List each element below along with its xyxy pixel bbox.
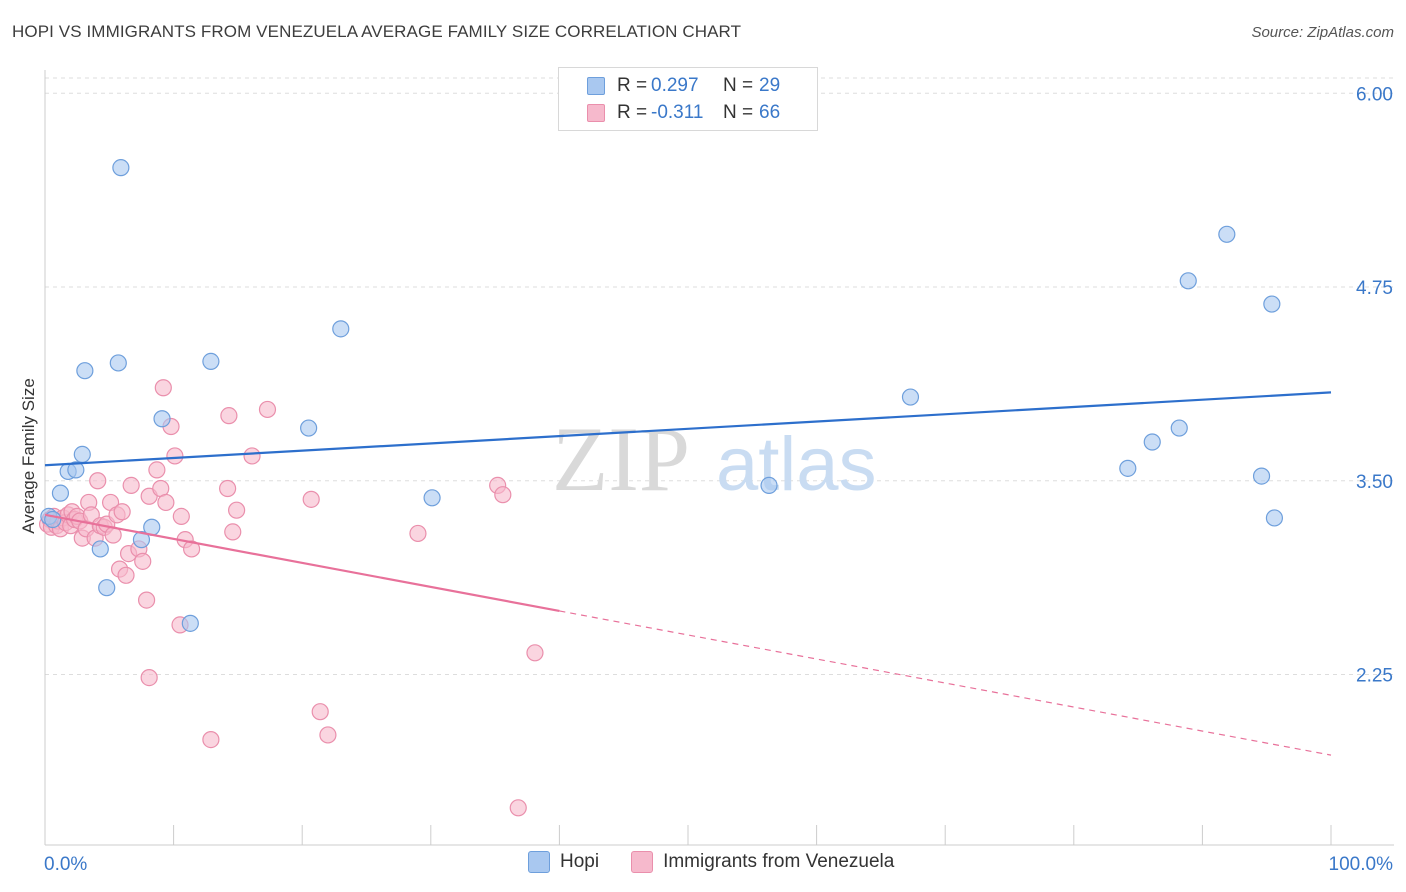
- venezuela-point: [526, 644, 544, 662]
- venezuela-point: [172, 507, 190, 526]
- venezuela-point: [228, 501, 246, 519]
- venezuela-point: [220, 407, 238, 425]
- venezuela-point: [302, 490, 320, 508]
- hopi-point: [112, 159, 130, 177]
- venezuela-point: [154, 379, 172, 397]
- series-legend: Hopi Immigrants from Venezuela: [528, 851, 926, 873]
- hopi-point: [73, 445, 91, 463]
- legend-label-hopi: Hopi: [560, 851, 600, 872]
- hopi-point: [1119, 459, 1137, 477]
- venezuela-point: [148, 461, 166, 479]
- hopi-swatch: [528, 851, 550, 873]
- legend-label-venezuela: Immigrants from Venezuela: [663, 851, 895, 872]
- axes-layer: 2.25 3.50 4.75 6.00 0.0% 100.0%: [44, 70, 1394, 875]
- hopi-point: [1170, 419, 1188, 437]
- venezuela-point: [509, 799, 527, 817]
- y-tick-label: 2.25: [1356, 666, 1393, 687]
- grid-layer: [45, 77, 1394, 675]
- venezuela-point: [219, 479, 237, 498]
- legend-item-hopi[interactable]: Hopi: [528, 851, 599, 873]
- hopi-point: [51, 484, 70, 502]
- hopi-point: [1265, 509, 1284, 527]
- hopi-swatch: [587, 77, 605, 95]
- venezuela-point: [140, 668, 158, 687]
- venezuela-point: [117, 566, 135, 584]
- hopi-point: [300, 419, 318, 437]
- hopi-point: [132, 531, 151, 549]
- hopi-point: [1252, 467, 1271, 485]
- y-axis-title: Average Family Size: [19, 378, 38, 534]
- hopi-point: [1179, 272, 1197, 290]
- y-tick-label: 6.00: [1356, 84, 1393, 105]
- r-value: -0.311: [651, 102, 704, 123]
- watermark-zip: ZIP: [552, 408, 690, 510]
- watermark-atlas: atlas: [716, 422, 877, 507]
- x-tick-label-max: 100.0%: [1329, 854, 1394, 875]
- venezuela-point: [134, 552, 152, 570]
- hopi-point: [423, 489, 441, 507]
- n-label: N =: [723, 75, 754, 96]
- hopi-trend-line: [44, 391, 1332, 467]
- hopi-point: [109, 354, 127, 372]
- hopi-point: [98, 579, 116, 597]
- y-tick-label: 3.50: [1356, 472, 1393, 493]
- hopi-point: [1263, 295, 1281, 313]
- hopi-point: [44, 510, 62, 529]
- hopi-point: [332, 320, 350, 338]
- venezuela-point: [89, 472, 107, 490]
- hopi-point: [91, 540, 109, 558]
- hopi-point: [181, 614, 199, 632]
- n-value: 29: [759, 75, 781, 96]
- r-label: R =: [617, 102, 648, 123]
- hopi-point: [760, 476, 778, 494]
- hopi-point: [901, 388, 920, 406]
- trend-layer: [44, 391, 1332, 756]
- venezuela-point: [183, 540, 201, 558]
- venezuela-point: [494, 486, 512, 504]
- legend-row-venezuela: R = -0.311 N = 66: [587, 100, 780, 126]
- venezuela-point: [113, 503, 131, 521]
- venezuela-point: [224, 523, 242, 541]
- venezuela-point: [122, 476, 140, 494]
- legend-item-venezuela[interactable]: Immigrants from Venezuela: [631, 851, 894, 873]
- venezuela-point: [258, 400, 277, 419]
- hopi-point: [153, 410, 171, 428]
- venezuela-point: [311, 703, 329, 721]
- hopi-point: [67, 461, 85, 479]
- venezuela-swatch: [587, 104, 605, 122]
- venezuela-swatch: [631, 851, 654, 873]
- legend-row-hopi: R = 0.297 N = 29: [587, 73, 780, 99]
- source-credit: Source: ZipAtlas.com: [1251, 24, 1394, 41]
- venezuela-point: [202, 730, 220, 749]
- hopi-point: [1143, 433, 1161, 451]
- watermark: ZIP atlas: [552, 408, 877, 510]
- venezuela-point: [166, 447, 184, 465]
- venezuela-trend-line: [44, 513, 560, 613]
- x-tick-label-min: 0.0%: [44, 854, 87, 875]
- venezuela-point: [319, 726, 337, 744]
- stats-legend: R = 0.297 N = 29 R = -0.311 N = 66: [558, 67, 818, 131]
- chart-title: HOPI VS IMMIGRANTS FROM VENEZUELA AVERAG…: [12, 22, 742, 41]
- venezuela-point: [409, 524, 427, 543]
- venezuela-point: [157, 493, 175, 512]
- r-label: R =: [617, 75, 648, 96]
- r-value: 0.297: [651, 75, 699, 96]
- venezuela-point: [243, 447, 261, 465]
- n-value: 66: [759, 102, 781, 123]
- y-tick-label: 4.75: [1356, 278, 1393, 299]
- hopi-point: [202, 352, 220, 370]
- hopi-point: [1218, 225, 1236, 243]
- venezuela-point: [137, 591, 156, 609]
- hopi-point: [76, 362, 94, 380]
- venezuela-trend-extension: [559, 610, 1332, 756]
- n-label: N =: [723, 102, 754, 123]
